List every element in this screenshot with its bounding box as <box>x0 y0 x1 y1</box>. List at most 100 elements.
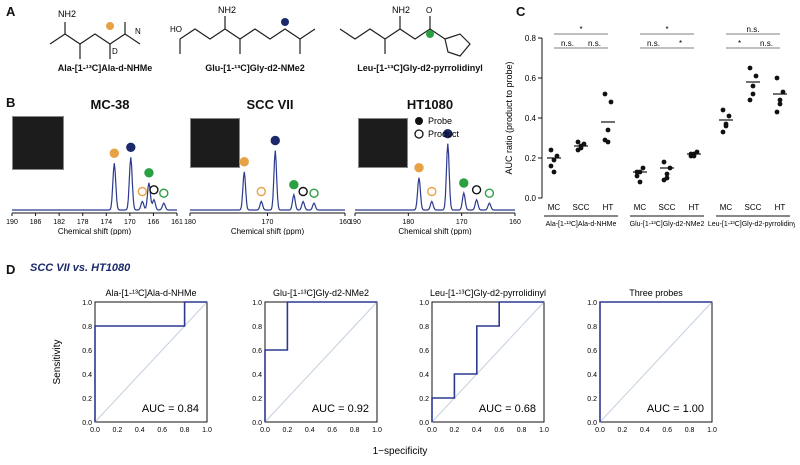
auc-ratio-scatter-chart: 0.0 0.2 0.4 0.6 0.8 AUC ratio (product to pro… <box>504 25 795 228</box>
roc-chance-diagonal-0 <box>94 301 208 423</box>
c-point-8-4 <box>777 101 783 107</box>
spectrum-peak-marker-0-4 <box>159 188 169 198</box>
roc-y-tick-3-4: 0.8 <box>587 324 597 331</box>
c-point-2-4 <box>605 139 611 145</box>
c-point-6-4 <box>723 123 729 129</box>
leu-o: O <box>426 6 432 15</box>
c-sig-label-8: n.s. <box>760 39 773 48</box>
c-sig-label-0: * <box>579 25 582 34</box>
roc-x-tick-3-5: 1.0 <box>707 427 717 434</box>
spectrum-peak-marker-0-2 <box>144 168 154 178</box>
spectrum-peak-marker-2-4 <box>484 188 495 198</box>
spectrum-tick-label-0-0: 190 <box>6 219 18 226</box>
roc-x-tick-3-4: 0.8 <box>685 427 695 434</box>
panel-label-a: A <box>6 4 16 19</box>
roc-x-tick-3-0: 0.0 <box>595 427 605 434</box>
roc-x-tick-3-3: 0.6 <box>662 427 672 434</box>
c-point-7-4 <box>750 91 756 97</box>
c-point-1-2 <box>581 141 587 147</box>
roc-x-tick-2-1: 0.2 <box>450 427 460 434</box>
roc-x-tick-1-2: 0.4 <box>305 427 315 434</box>
spectrum-peak-marker-2-3 <box>471 185 482 195</box>
c-sig-label-6: n.s. <box>747 25 760 34</box>
chem-label-ala: Ala-[1-¹³C]Ala-d-NHMe <box>57 63 153 73</box>
roc-auc-label-0: AUC = 0.84 <box>142 403 199 415</box>
c-group-label-2: Leu-[1-¹³C]Gly-d2-pyrrolidinyl <box>708 221 795 228</box>
ala-n: N <box>135 27 141 36</box>
spectrum-peak-marker-0-5 <box>137 186 148 197</box>
roc-chance-diagonal-1 <box>264 301 378 423</box>
roc-x-tick-2-0: 0.0 <box>427 427 437 434</box>
spectrum-trace-0 <box>12 157 177 211</box>
spectrum-title-sccvii: SCC VII <box>246 97 294 112</box>
c-point-8-2 <box>780 89 786 95</box>
c-group-label-0: Ala-[1-¹³C]Ala-d-NHMe <box>546 221 617 228</box>
roc-x-tick-0-4: 0.8 <box>180 427 190 434</box>
c-group-label-1: Glu-[1-¹³C]Gly-d2-NMe2 <box>630 221 705 228</box>
legend-product-marker <box>414 129 424 139</box>
roc-y-tick-1-0: 0.0 <box>252 420 262 427</box>
chem-label-glu: Glu-[1-¹³C]Gly-d2-NMe2 <box>205 63 305 73</box>
spectrum-title-mc38: MC-38 <box>90 97 130 112</box>
roc-x-tick-3-1: 0.2 <box>618 427 628 434</box>
c-point-1-3 <box>575 139 581 145</box>
spectrum-peak-marker-1-4 <box>309 188 319 198</box>
spectrum-tick-label-0-3: 178 <box>77 219 89 226</box>
spectrum-xlabel-0: Chemical shift (ppm) <box>58 227 132 235</box>
roc-y-tick-2-2: 0.4 <box>419 372 429 379</box>
spectrum-peak-marker-1-1 <box>270 135 280 146</box>
c-point-6-3 <box>720 107 726 113</box>
roc-x-tick-0-0: 0.0 <box>90 427 100 434</box>
chem-structures: NH2 D N HO NH2 NH2 O <box>49 5 471 59</box>
spectrum-tick-label-0-6: 166 <box>148 219 160 226</box>
spectrum-tick-label-0-7: 161 <box>171 219 183 226</box>
roc-y-axis-label: Sensitivity <box>52 339 63 384</box>
roc-x-tick-1-5: 1.0 <box>372 427 382 434</box>
c-category-label-2: HT <box>603 203 614 212</box>
roc-y-tick-1-4: 0.8 <box>252 324 262 331</box>
spectrum-xlabel-1: Chemical shift (ppm) <box>231 227 305 235</box>
roc-x-tick-2-2: 0.4 <box>472 427 482 434</box>
roc-title-0: Ala-[1-¹³C]Ala-d-NHMe <box>105 288 196 298</box>
roc-y-tick-2-0: 0.0 <box>419 420 429 427</box>
panel-label-d: D <box>6 262 16 277</box>
spectrum-trace-2 <box>355 143 515 211</box>
spectrum-tick-label-2-1: 180 <box>402 219 414 226</box>
panel-label-c: C <box>516 4 526 19</box>
c-category-label-4: SCC <box>659 203 676 212</box>
spectrum-tick-label-2-3: 160 <box>509 219 521 226</box>
roc-x-tick-2-4: 0.8 <box>517 427 527 434</box>
roc-y-tick-0-1: 0.2 <box>82 396 92 403</box>
spectrum-peak-marker-2-5 <box>427 186 437 197</box>
c-point-4-1 <box>664 171 670 177</box>
spectrum-peak-marker-1-2 <box>289 179 299 190</box>
c-y-tick-label-0: 0.0 <box>525 194 537 203</box>
roc-x-tick-0-3: 0.6 <box>157 427 167 434</box>
roc-y-tick-3-2: 0.4 <box>587 372 597 379</box>
roc-x-tick-3-2: 0.4 <box>640 427 650 434</box>
roc-y-tick-1-2: 0.4 <box>252 372 262 379</box>
mri-thumbnail-sccvii <box>190 118 240 168</box>
glu-label-carbon-dot <box>281 18 289 26</box>
roc-curve-2 <box>431 301 544 422</box>
c-point-0-2 <box>554 153 560 159</box>
c-point-5-4 <box>691 153 697 159</box>
spectrum-peak-marker-1-0 <box>239 157 249 167</box>
c-sig-label-2: n.s. <box>588 39 601 48</box>
leu-structure <box>339 16 471 57</box>
ala-label-carbon-dot <box>106 22 114 30</box>
c-point-4-4 <box>664 175 670 181</box>
roc-curve-0 <box>94 301 207 422</box>
roc-x-tick-1-1: 0.2 <box>283 427 293 434</box>
roc-x-tick-1-3: 0.6 <box>327 427 337 434</box>
spectrum-peak-marker-0-1 <box>126 142 136 152</box>
glu-oh: HO <box>170 25 182 34</box>
roc-y-tick-2-1: 0.2 <box>419 396 429 403</box>
c-point-7-2 <box>753 73 759 79</box>
leu-label-carbon-dot <box>426 30 434 38</box>
legend-probe-label: Probe <box>428 116 452 126</box>
roc-chance-diagonal-2 <box>431 301 545 423</box>
spectrum-peak-marker-0-3 <box>149 185 159 195</box>
c-y-tick-label-3: 0.6 <box>525 74 537 83</box>
